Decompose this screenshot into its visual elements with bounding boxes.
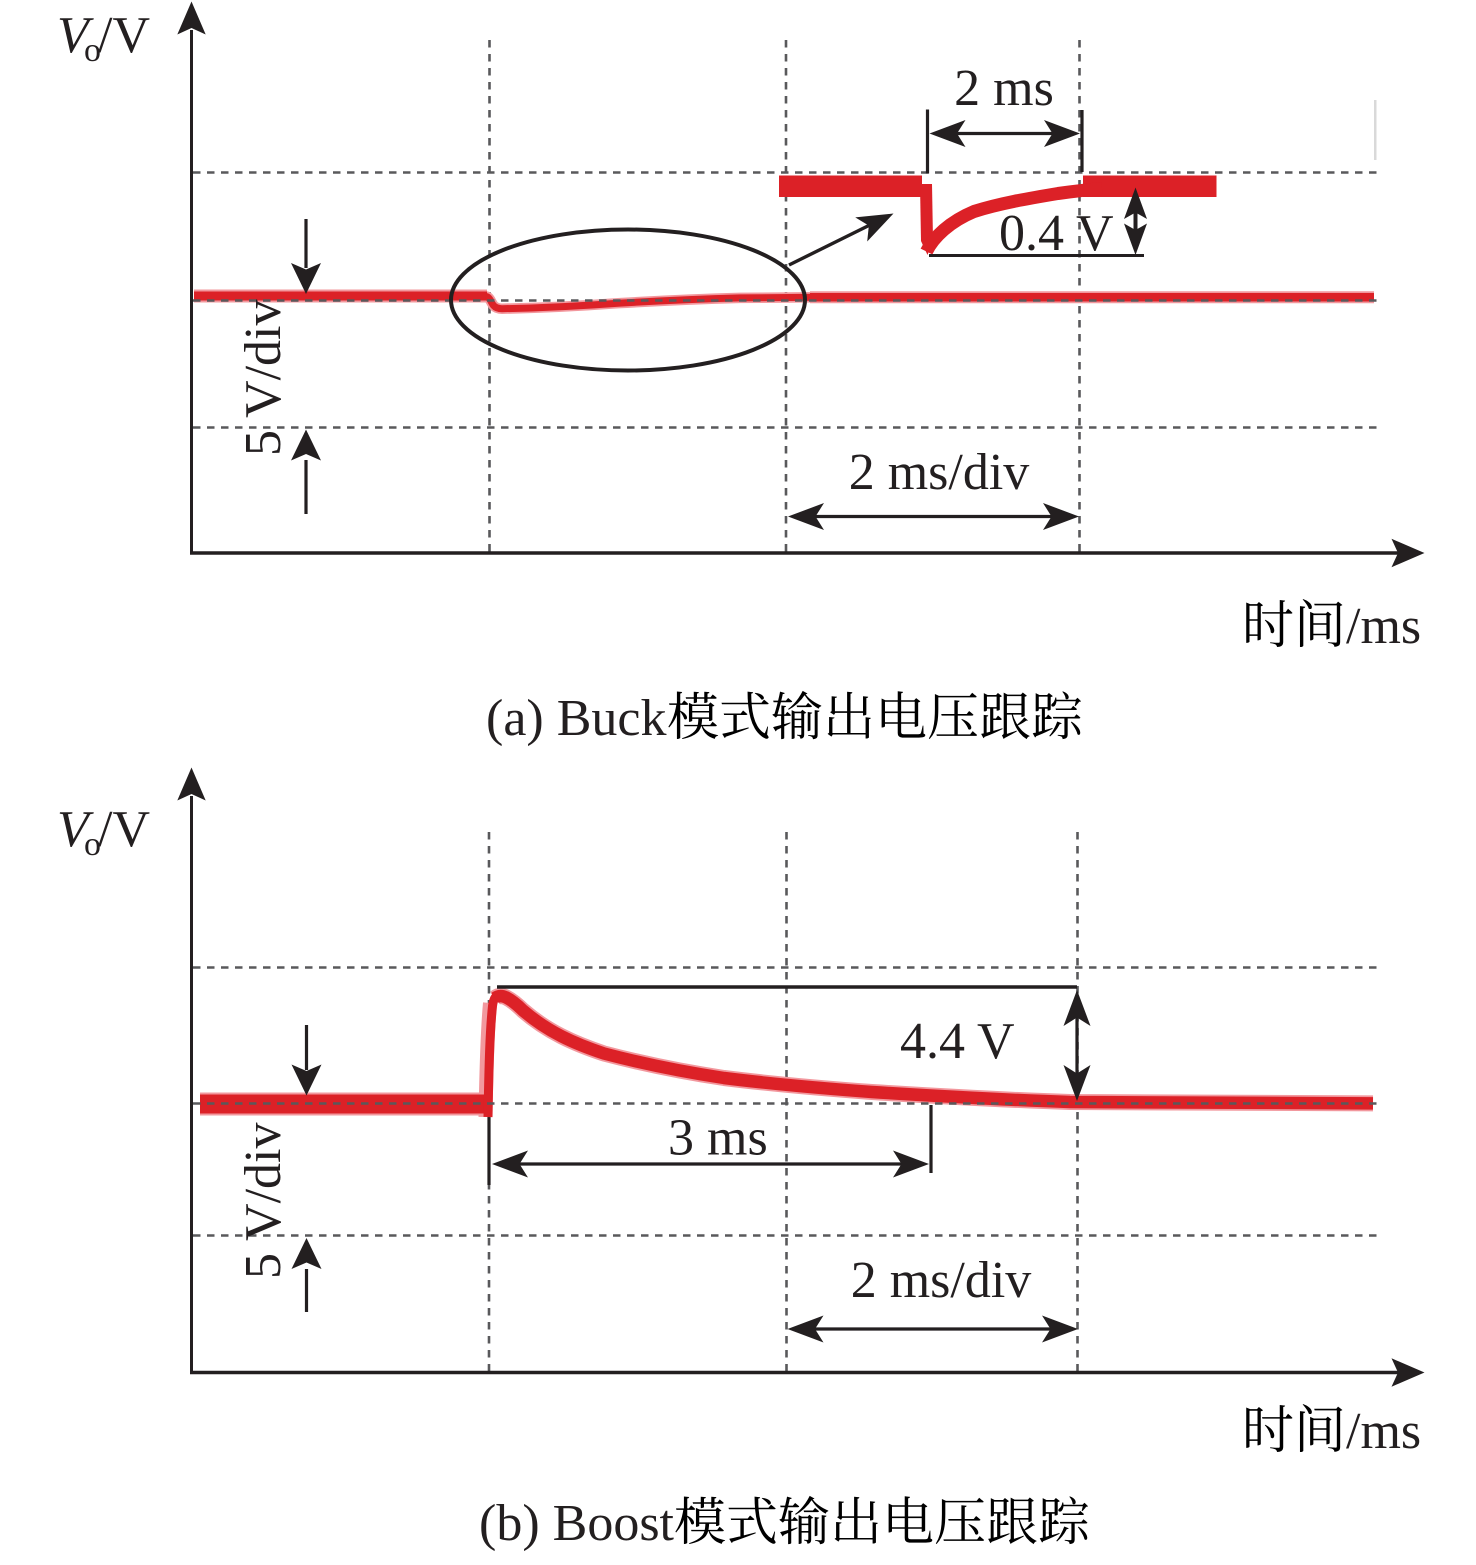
svg-text:/V: /V [98, 7, 150, 64]
svg-text:2 ms/div: 2 ms/div [851, 1252, 1032, 1309]
svg-text:(b) Boost: (b) Boost [479, 1495, 675, 1552]
svg-text:/V: /V [98, 801, 150, 858]
svg-text:4.4 V: 4.4 V [900, 1013, 1015, 1070]
svg-text:2 ms/div: 2 ms/div [849, 444, 1030, 501]
svg-text:3 ms: 3 ms [668, 1110, 768, 1167]
svg-text:(a) Buck: (a) Buck [486, 690, 666, 747]
svg-text:/ms: /ms [1346, 598, 1421, 655]
svg-text:o: o [84, 826, 101, 863]
svg-text:V: V [57, 801, 94, 858]
svg-text:5 V/div: 5 V/div [235, 299, 292, 456]
svg-text:0.4 V: 0.4 V [999, 205, 1114, 262]
svg-text:o: o [84, 32, 101, 69]
svg-text:2 ms: 2 ms [954, 60, 1054, 117]
svg-text:/ms: /ms [1346, 1403, 1421, 1460]
svg-text:5 V/div: 5 V/div [235, 1122, 292, 1279]
svg-text:V: V [57, 7, 94, 64]
